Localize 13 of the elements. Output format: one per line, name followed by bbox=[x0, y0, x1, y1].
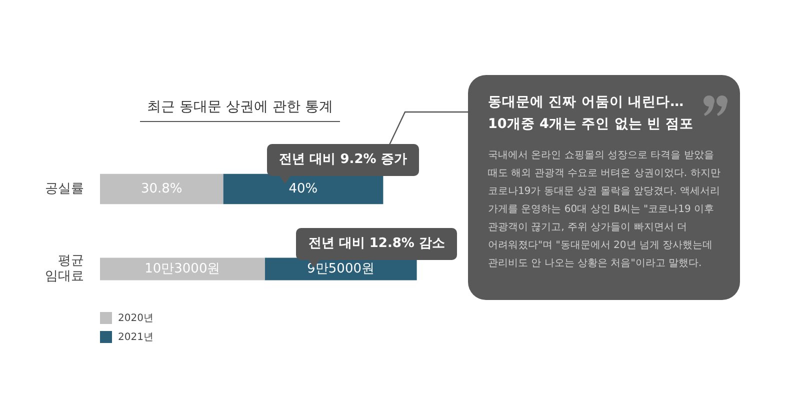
chart-title: 최근 동대문 상권에 관한 통계 bbox=[140, 98, 340, 122]
annotation: 전년 대비 9.2% 증가 bbox=[267, 144, 419, 176]
data-label: 10만3000원 bbox=[144, 261, 220, 276]
legend-label: 2020년 bbox=[118, 312, 154, 324]
text: 국내에서 온라인 쇼핑몰의 성장으로 타격을 받았을 때도 해외 관광객 수요로 버텨온 상권이었다. 하지만 코로나19가 동대문 상권 몰락을 앞당겼다. 액세서리 가게를 운영하는 60대 상인 B씨는 "코로나19 이후 관광객이 끊기고, 주위 상가들이 빠지면서 더 어려워졌다"며 "동대문에서 20년 넘게 장사했는데 관리비도 안 나오는 상황은 처음"이라고 말했다. bbox=[488, 149, 722, 271]
annotation: 전년 대비 12.8% 감소 bbox=[296, 228, 457, 260]
legend-label: 2021년 bbox=[118, 330, 154, 344]
y-tick-label: 평균 임대료 bbox=[45, 254, 84, 284]
data-label: 40% bbox=[288, 181, 318, 196]
text: 동대문에 진짜 어둠이 내린다… 10개중 4개는 주인 없는 빈 점포 bbox=[488, 93, 695, 134]
data-label: 30.8% bbox=[140, 181, 182, 196]
data-label: 9만5000원 bbox=[307, 261, 374, 276]
y-tick-label: 공실률 bbox=[45, 181, 84, 196]
